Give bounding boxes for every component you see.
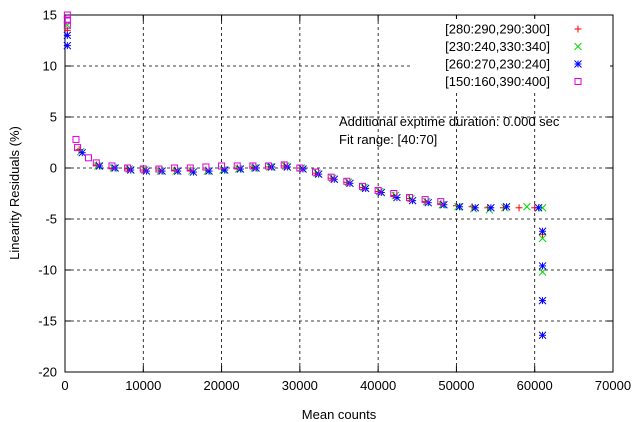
y-tick-label: 0 [50,161,57,176]
data-point [202,163,210,171]
x-tick-label: 10000 [125,378,161,393]
data-point [233,162,241,170]
data-point [390,190,398,197]
data-point [437,198,445,206]
x-tick-label: 20000 [203,378,239,393]
plot-frame [64,14,614,373]
data-point [538,203,547,212]
legend-label: [280:290,290:300] [445,22,550,37]
data-point [312,168,320,176]
data-point [538,227,547,236]
data-point [63,16,71,24]
data-point [538,296,547,305]
data-point [92,159,100,167]
data-point [63,21,71,29]
x-tick-label: 40000 [360,378,396,393]
data-point [538,262,547,270]
data-point [72,135,80,143]
legend-label: [150:160,390:400] [445,74,550,89]
data-point [296,164,304,172]
data-point [139,165,147,173]
y-tick-label: -10 [38,263,57,278]
data-point [455,202,464,211]
data-point [171,164,179,172]
x-tick-label: 0 [61,378,68,393]
legend-marker [574,42,582,51]
data-point [471,203,480,212]
legend: [280:290,290:300] [230:240,330:340] [260:2… [445,22,582,89]
y-tick-label: -5 [45,212,57,227]
legend-label: [260:270,230:240] [445,57,550,72]
y-tick-label: -20 [38,365,57,380]
data-point [487,203,495,212]
data-point [124,164,132,172]
data-point [265,162,273,170]
data-point [327,173,335,181]
data-point [358,182,366,190]
data-point [538,268,547,276]
data-point [502,202,511,211]
data-point [374,186,382,194]
legend-marker [574,25,582,33]
data-point [63,11,71,19]
legend-label: [230:240,330:340] [445,39,550,54]
y-tick-label: 5 [50,110,57,125]
data-point [538,234,547,243]
series-3 [63,11,445,206]
data-point [155,165,163,173]
data-point [220,166,229,174]
data-point [108,162,116,170]
data-point [63,41,72,50]
data-point [523,202,531,211]
legend-marker [574,78,582,85]
data-point [249,162,257,170]
data-point [343,177,351,185]
x-tick-label: 50000 [438,378,474,393]
y-tick-label: -15 [38,314,57,329]
data-point [205,167,213,175]
y-axis-label: Linearity Residuals (%) [7,126,22,260]
annotation-fit-range: Fit range: [40:70] [339,132,437,147]
data-point [63,31,72,40]
data-point [538,331,547,340]
data-point [421,196,429,204]
x-axis-label: Mean counts [302,407,377,422]
legend-marker [574,60,582,68]
data-point [186,164,194,172]
data-point [280,161,288,169]
x-tick-label: 60000 [517,378,553,393]
y-tick-label: 15 [43,8,57,23]
data-point [84,154,92,162]
x-tick-label: 70000 [595,378,631,393]
y-tick-label: 10 [43,59,57,74]
data-point [218,162,226,170]
annotation-exptime: Additional exptime duration: 0.000 sec [339,114,560,129]
data-point [74,144,82,152]
data-points [63,11,547,340]
data-point [515,204,523,212]
x-tick-label: 30000 [282,378,318,393]
data-point [534,203,543,212]
data-point [405,194,413,202]
axis-ticks: 0 10000 20000 30000 40000 50000 60000 70000 -20 -… [38,8,631,394]
